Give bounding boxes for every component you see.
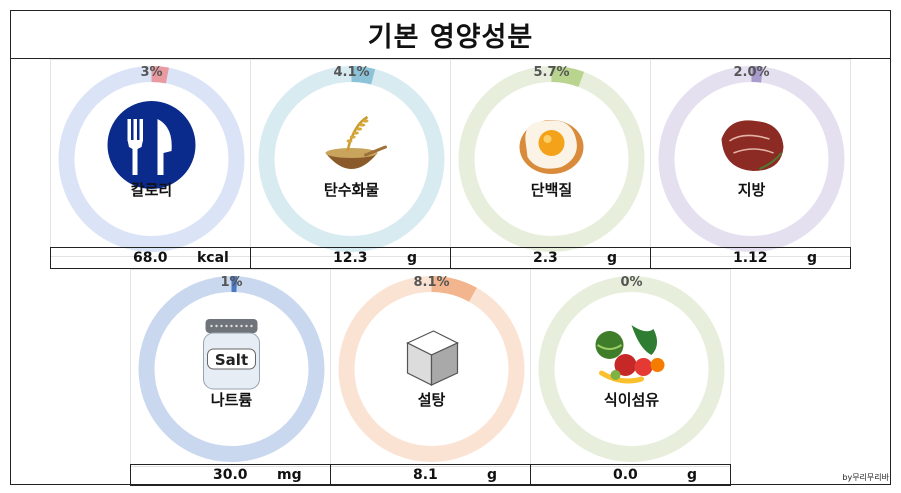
nutrient-unit: g — [607, 250, 618, 266]
nutrient-name: 칼로리 — [131, 181, 172, 199]
nutrient-name: 지방 — [738, 181, 766, 199]
nutrient-value: 68.0 — [133, 250, 168, 266]
nutrient-value: 8.1 — [413, 467, 438, 483]
nutrient-card: 0% 식이섬유 — [530, 269, 731, 467]
sugar-cube-icon — [406, 330, 459, 386]
vegetables-icon — [595, 325, 665, 384]
percent-label: 5.7% — [533, 65, 569, 80]
percent-label: 4.1% — [333, 65, 369, 80]
donut-value-arc — [58, 66, 245, 252]
title-bar: 기본 영양성분 — [10, 10, 891, 59]
nutrient-donut-chart: 2.0% 지방 — [658, 65, 845, 252]
nutrient-value: 2.3 — [533, 250, 558, 266]
nutrient-donut-chart: 0% 식이섬유 — [538, 275, 725, 462]
nutrient-name: 설탕 — [418, 391, 446, 409]
svg-text:Salt: Salt — [215, 351, 248, 369]
donut-value-arc — [258, 66, 445, 252]
nutrient-name: 식이섬유 — [604, 391, 659, 409]
values-row-top: 68.0 kcal 12.3 g 2.3 g 1.12 g — [50, 247, 851, 269]
nutrient-unit: g — [687, 467, 698, 483]
nutrient-value: 30.0 — [213, 467, 248, 483]
nutrient-name: 탄수화물 — [324, 181, 379, 199]
nutrient-unit: g — [407, 250, 418, 266]
nutrient-card: 8.1% 설탕 — [330, 269, 531, 467]
percent-label: 0% — [620, 275, 642, 290]
donut-value-arc — [458, 66, 645, 252]
value-cell-divider — [650, 248, 651, 268]
nutrient-donut-chart: 8.1% 설탕 — [338, 275, 525, 462]
nutrient-unit: kcal — [197, 250, 229, 266]
nutrient-name: 단백질 — [531, 181, 572, 199]
nutrient-value: 1.12 — [733, 250, 768, 266]
nutrient-value: 12.3 — [333, 250, 368, 266]
rice-bowl-icon — [325, 115, 387, 169]
nutrient-name: 나트륨 — [211, 391, 253, 409]
value-cell-divider — [330, 465, 331, 485]
percent-label: 8.1% — [413, 275, 449, 290]
percent-label: 2.0% — [733, 65, 769, 80]
salt-shaker-icon: Salt — [203, 319, 260, 390]
nutrient-card: 5.7% 단백질 — [450, 59, 651, 257]
nutrient-unit: mg — [277, 467, 302, 483]
nutrient-unit: g — [487, 467, 498, 483]
nutrient-card: 4.1% 탄수화물 — [250, 59, 451, 257]
credit-text: by무리무리바 — [842, 473, 889, 482]
values-row-bottom: 30.0 mg 8.1 g 0.0 g — [130, 464, 731, 486]
nutrient-donut-chart: 1% Salt 나트륨 — [138, 275, 325, 462]
nutrient-donut-chart: 3% 칼로리 — [58, 65, 245, 252]
nutrient-card: 2.0% 지방 — [650, 59, 851, 257]
fork-knife-icon — [107, 101, 196, 189]
nutrient-unit: g — [807, 250, 818, 266]
donut-value-arc — [138, 276, 325, 462]
percent-label: 3% — [140, 65, 162, 80]
nutrient-donut-chart: 5.7% 단백질 — [458, 65, 645, 252]
fried-egg-icon — [519, 120, 584, 174]
value-cell-divider — [530, 465, 531, 485]
steak-icon — [721, 120, 784, 171]
nutrient-donut-chart: 4.1% 탄수화물 — [258, 65, 445, 252]
donut-value-arc — [658, 66, 845, 252]
donut-ring — [538, 276, 725, 462]
nutrient-value: 0.0 — [613, 467, 638, 483]
donut-value-arc — [338, 276, 525, 462]
percent-label: 1% — [220, 275, 242, 290]
value-cell-divider — [250, 248, 251, 268]
nutrient-card: 1% Salt 나트륨 — [130, 269, 331, 467]
value-cell-divider — [450, 248, 451, 268]
nutrient-card: 3% 칼로리 — [50, 59, 251, 257]
page-title: 기본 영양성분 — [367, 22, 534, 53]
